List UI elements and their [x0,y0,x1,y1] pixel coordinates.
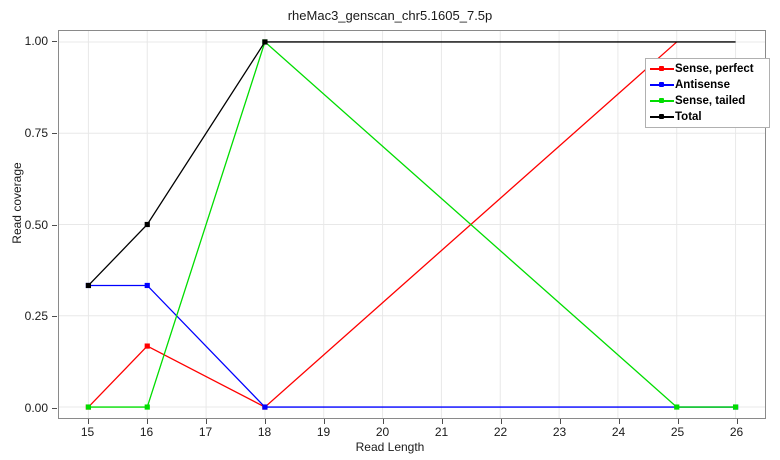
series-line [88,284,736,408]
x-tick-mark [618,419,620,424]
data-series-layer [85,39,739,410]
data-point-marker [85,282,92,289]
data-point-marker [144,343,150,349]
legend-item-label: Antisense [675,79,730,91]
series-2 [85,39,739,410]
legend-marker-icon [649,62,675,76]
x-tick-label: 24 [611,425,626,439]
legend-item-2[interactable]: Sense, tailed [649,93,766,109]
series-1 [85,282,739,410]
x-axis-title: Read Length [355,440,425,454]
y-tick-label: 1.00 [24,34,48,48]
data-point-marker [144,282,150,289]
legend-marker-icon [649,94,675,108]
y-axis-title: Read coverage [10,162,24,244]
series-line [88,40,736,408]
x-tick-mark [382,419,384,424]
x-tick-label: 17 [198,425,213,439]
legend-item-3[interactable]: Total [649,109,766,125]
x-tick-mark [441,419,443,424]
x-tick-label: 26 [729,425,744,439]
legend-item-label: Total [675,111,702,123]
x-tick-mark [677,419,679,424]
y-tick-mark [52,41,57,42]
legend-item-label: Sense, perfect [675,63,754,75]
series-0 [85,41,678,410]
x-tick-label: 25 [670,425,685,439]
legend-marker-icon [649,78,675,92]
legend-item-0[interactable]: Sense, perfect [649,61,766,77]
series-3 [85,39,736,289]
y-tick-mark [52,316,57,318]
y-tick-label: 0.00 [24,400,48,415]
data-point-marker [144,404,150,410]
data-point-marker [85,404,92,410]
y-tick-label: 0.25 [24,309,48,324]
series-line [87,41,678,408]
y-tick-label: 0.50 [24,217,48,232]
x-tick-label: 20 [375,425,390,439]
x-tick-label: 15 [80,425,95,439]
legend-box: Sense, perfect Antisense Sense, tailed Tota… [645,58,770,128]
x-tick-label: 19 [316,425,331,439]
x-tick-mark [559,419,561,424]
x-tick-mark [323,419,325,424]
x-tick-label: 18 [257,425,272,439]
x-tick-label: 23 [552,425,567,439]
data-point-marker [144,221,150,228]
x-tick-mark [264,419,266,424]
x-tick-mark [736,419,738,424]
legend-item-label: Sense, tailed [675,95,746,107]
legend-item-1[interactable]: Antisense [649,77,766,93]
x-tick-mark [500,419,502,424]
legend-marker-icon [649,110,675,124]
data-point-marker [262,404,268,410]
data-point-marker [674,404,680,410]
x-tick-mark [146,419,148,424]
y-tick-label: 0.75 [24,125,48,140]
x-tick-label: 22 [493,425,508,439]
x-tick-mark [87,419,89,424]
y-tick-mark [52,132,57,134]
x-tick-label: 16 [139,425,154,439]
y-tick-mark [52,224,57,226]
chart-title: rheMac3_genscan_chr5.1605_7.5p [287,8,493,23]
data-point-marker [732,404,739,410]
data-point-marker [262,39,268,45]
x-tick-label: 21 [434,425,449,439]
y-tick-mark [52,407,57,409]
x-tick-mark [205,419,207,424]
series-line [87,41,736,286]
